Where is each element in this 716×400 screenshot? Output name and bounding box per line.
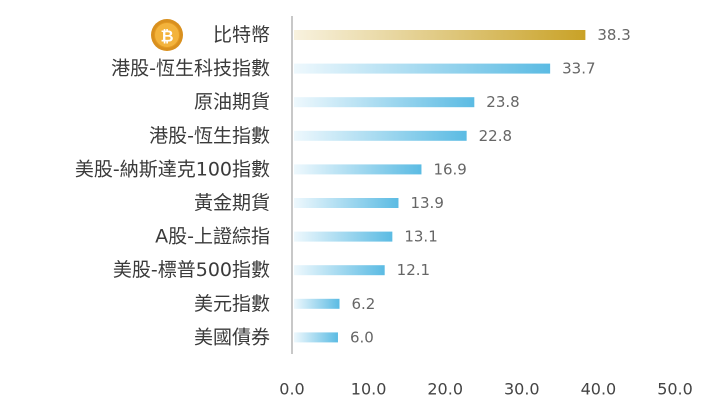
value-label-0: 38.3: [597, 26, 630, 44]
x-tick-label-3: 30.0: [504, 380, 540, 399]
bar-7: [294, 265, 385, 276]
value-labels: 38.333.7 23.8 22.8 16.9 13.9 13.1 12.1 6.2 6.0: [350, 26, 631, 346]
value-label-3: 22.8: [479, 127, 512, 145]
value-label-9: 6.0: [350, 328, 374, 346]
bars: [294, 30, 586, 343]
category-label-8: 美元指數: [194, 293, 270, 315]
bar-3: [294, 130, 467, 141]
bar-9: [294, 332, 338, 343]
bar-2: [294, 97, 475, 108]
category-label-1: 港股-恆生科技指數: [111, 58, 270, 80]
x-axis-tick-labels: 0.0 10.0 20.0 30.0 40.0 50.0: [279, 380, 693, 399]
value-label-1: 33.7: [562, 60, 595, 78]
value-label-8: 6.2: [351, 295, 375, 313]
value-label-4: 16.9: [433, 160, 466, 178]
x-tick-label-2: 20.0: [427, 380, 463, 399]
bar-1: [294, 63, 551, 74]
x-tick-label-5: 50.0: [657, 380, 693, 399]
value-label-5: 13.9: [410, 194, 443, 212]
value-label-2: 23.8: [486, 93, 519, 111]
category-label-3: 港股-恆生指數: [149, 125, 270, 147]
bar-4: [294, 164, 422, 175]
bar-5: [294, 198, 399, 208]
value-label-7: 12.1: [397, 261, 430, 279]
category-label-9: 美國債券: [194, 326, 270, 348]
x-tick-label-4: 40.0: [581, 380, 617, 399]
category-label-6: A股-上證綜指: [155, 226, 270, 248]
category-label-4: 美股-納斯達克100指數: [75, 158, 270, 180]
x-tick-label-1: 10.0: [351, 380, 387, 399]
svg-text:₿: ₿: [160, 27, 173, 46]
category-label-5: 黃金期貨: [194, 192, 270, 214]
bitcoin-icon-group: ₿: [151, 19, 183, 51]
bar-8: [294, 298, 340, 309]
bar-0: [294, 30, 586, 40]
bar-6: [294, 231, 393, 242]
category-label-0: 比特幣: [213, 24, 270, 46]
value-label-6: 13.1: [404, 228, 437, 246]
category-label-7: 美股-標普500指數: [113, 259, 270, 281]
category-label-2: 原油期貨: [194, 91, 270, 113]
x-tick-label-0: 0.0: [279, 380, 304, 399]
bitcoin-coin-icon: ₿: [151, 19, 183, 51]
